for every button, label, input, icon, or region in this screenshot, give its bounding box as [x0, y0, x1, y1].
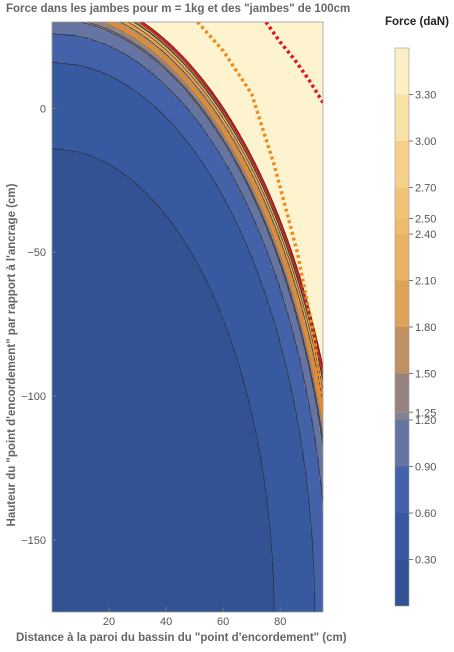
legend-swatch: [395, 420, 409, 467]
y-tick-label: −100: [21, 391, 46, 403]
legend-tick-label: 1.50: [415, 369, 436, 381]
dotted-lines: [196, 22, 323, 411]
dotted-line: [264, 22, 323, 104]
color-legend: 0.30 0.60 0.90 1.201.25 1.50 1.80 2.10 2.40 2.50…: [394, 47, 436, 607]
contour-line: [52, 33, 323, 509]
legend-swatch: [395, 94, 409, 141]
contour-line: [86, 22, 323, 443]
plot-frame: [51, 21, 324, 613]
y-tick-label: −50: [27, 247, 46, 259]
legend-swatch: [395, 234, 409, 281]
x-tick-label: 60: [217, 616, 229, 628]
contour-line: [127, 22, 323, 392]
legend-tick-label: 0.60: [415, 508, 436, 520]
x-tick-label: 20: [103, 616, 115, 628]
legend-tick-label: 3.00: [415, 136, 436, 148]
legend-swatch: [395, 412, 409, 420]
legend-title: Force (daN): [385, 16, 449, 28]
x-tick-label: 40: [160, 616, 172, 628]
y-tick-label: 0: [40, 103, 46, 115]
y-axis-ticks: 0 −50 −100 −150: [21, 103, 57, 547]
legend-swatch: [395, 141, 409, 188]
contour-line: [133, 22, 323, 384]
legend-tick-label: 2.40: [415, 229, 436, 241]
legend-tick-label: 2.50: [415, 214, 436, 226]
contour-line: [79, 22, 323, 449]
x-tick-label: 80: [274, 616, 286, 628]
legend-swatch: [395, 187, 409, 219]
y-tick-label: −150: [21, 535, 46, 547]
legend-tick-label: 0.30: [415, 555, 436, 567]
legend-swatch: [395, 513, 409, 560]
x-axis-ticks: 20 40 60 80: [103, 607, 286, 628]
legend-tick-label: 2.70: [415, 183, 436, 195]
legend-swatch: [395, 327, 409, 374]
legend-tick-label: 0.90: [415, 462, 436, 474]
contour-line: [139, 22, 323, 377]
contour-line: [107, 22, 323, 426]
legend-tick-label: 1.80: [415, 322, 436, 334]
legend-swatch: [395, 373, 409, 413]
legend-swatch: [395, 466, 409, 513]
contour-line: [120, 22, 323, 404]
chart-title: Force dans les jambes pour m = 1kg et de…: [6, 3, 351, 15]
legend-tick-label: 3.30: [415, 90, 436, 102]
contour-line: [52, 148, 275, 612]
contour-line: [52, 61, 316, 612]
legend-tick-label: 2.10: [415, 276, 436, 288]
contour-line: [142, 22, 323, 369]
dotted-line: [196, 22, 323, 411]
legend-tick-label: 1.20: [415, 415, 436, 427]
x-axis-label: Distance à la paroi du bassin du "point …: [16, 632, 347, 644]
legend-swatch: [395, 48, 409, 95]
legend-swatch: [395, 280, 409, 327]
legend-tick-label: 1.25: [415, 407, 436, 419]
legend-swatch: [395, 218, 409, 234]
legend-swatch: [395, 559, 409, 606]
